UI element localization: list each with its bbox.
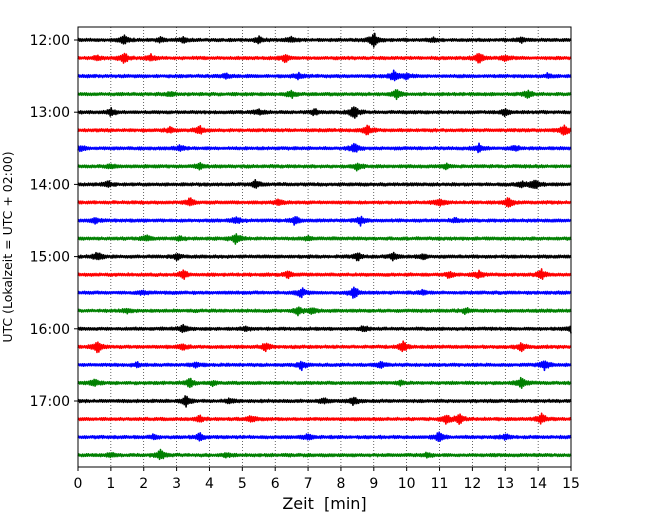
trace-1545 <box>77 306 572 317</box>
trace-1745 <box>77 448 572 461</box>
trace-1230 <box>77 69 572 82</box>
trace-1345 <box>77 161 572 172</box>
x-tick-label-14: 14 <box>529 476 547 492</box>
trace-1300 <box>77 106 572 119</box>
x-axis-title: Zeit [min] <box>282 494 366 513</box>
y-axis-ticks: 12:00 13:00 14:00 15:00 16:00 17:00 <box>30 33 78 410</box>
plot-frame <box>77 26 572 468</box>
x-tick-label-15: 15 <box>562 476 580 492</box>
trace-1215 <box>77 52 572 64</box>
x-tick-label-7: 7 <box>304 476 313 492</box>
x-tick-label-9: 9 <box>369 476 378 492</box>
x-tick-label-3: 3 <box>172 476 181 492</box>
trace-1315 <box>77 124 572 136</box>
trace-1700 <box>77 395 572 408</box>
y-tick-label-15:00: 15:00 <box>30 250 70 266</box>
trace-1715 <box>77 412 572 426</box>
trace-1200 <box>77 32 572 48</box>
trace-1430 <box>77 215 572 227</box>
vertical-gridlines <box>110 27 539 467</box>
y-axis-title: UTC (Lokalzeit = UTC + 02:00) <box>0 151 15 342</box>
y-tick-label-17:00: 17:00 <box>30 394 70 410</box>
trace-1500 <box>77 251 572 262</box>
trace-1400 <box>77 178 572 190</box>
x-tick-label-4: 4 <box>205 476 214 492</box>
trace-1615 <box>77 340 572 354</box>
x-tick-label-1: 1 <box>106 476 115 492</box>
y-tick-label-16:00: 16:00 <box>30 322 70 338</box>
trace-1600 <box>77 323 572 334</box>
trace-1515 <box>77 268 572 280</box>
x-tick-label-0: 0 <box>74 476 83 492</box>
y-tick-label-14:00: 14:00 <box>30 177 70 193</box>
y-tick-label-12:00: 12:00 <box>30 33 70 49</box>
trace-1730 <box>77 431 572 442</box>
x-tick-label-12: 12 <box>463 476 481 492</box>
x-tick-label-11: 11 <box>431 476 449 492</box>
x-tick-label-6: 6 <box>271 476 280 492</box>
trace-1530 <box>77 286 572 299</box>
seismic-traces <box>77 32 572 461</box>
trace-1445 <box>77 233 572 245</box>
trace-1645 <box>77 376 572 390</box>
x-tick-label-2: 2 <box>139 476 148 492</box>
trace-1630 <box>77 360 572 372</box>
x-axis-ticks: 0 1 2 3 4 5 6 7 8 9 10 11 12 13 14 15 <box>74 467 580 492</box>
x-tick-label-5: 5 <box>238 476 247 492</box>
x-tick-label-13: 13 <box>496 476 514 492</box>
trace-1415 <box>77 197 572 208</box>
trace-1330 <box>77 142 572 154</box>
y-tick-label-13:00: 13:00 <box>30 105 70 121</box>
trace-1245 <box>77 89 572 101</box>
x-tick-label-10: 10 <box>398 476 416 492</box>
x-tick-label-8: 8 <box>336 476 345 492</box>
